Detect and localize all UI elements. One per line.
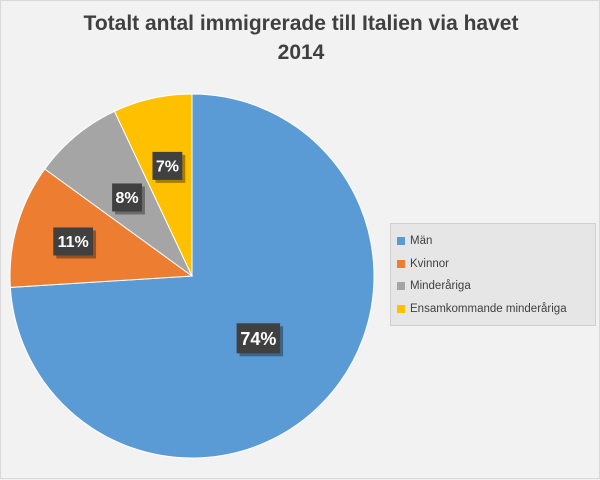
data-label-text: 74% bbox=[240, 329, 276, 349]
data-label-text: 11% bbox=[58, 234, 89, 251]
data-label: 7% bbox=[152, 151, 186, 183]
legend-item-ensamkommande: Ensamkommande minderåriga bbox=[397, 298, 595, 321]
legend-label: Ensamkommande minderåriga bbox=[410, 302, 567, 315]
data-label-text: 8% bbox=[115, 190, 138, 207]
data-label: 74% bbox=[236, 323, 284, 357]
chart-title-line-2: 2014 bbox=[277, 41, 325, 64]
slice-ensamkommande bbox=[113, 93, 193, 277]
data-label: 8% bbox=[112, 183, 145, 215]
chart-title-line-1: Totalt antal immigrerade till Italien vi… bbox=[83, 12, 519, 35]
data-label-box bbox=[53, 227, 94, 256]
legend-swatch bbox=[397, 282, 405, 291]
data-label-box bbox=[152, 151, 183, 180]
chart-legend: Män Kvinnor Minderåriga Ensamkommande mi… bbox=[390, 223, 596, 326]
legend-item-minderariga: Minderåriga bbox=[397, 275, 595, 298]
legend-swatch bbox=[397, 259, 405, 268]
legend-label: Minderåriga bbox=[410, 280, 471, 293]
legend-item-kvinnor: Kvinnor bbox=[397, 253, 595, 276]
legend-label: Män bbox=[410, 235, 433, 248]
data-label: 11% bbox=[53, 227, 97, 259]
legend-swatch bbox=[397, 304, 405, 313]
legend-swatch bbox=[397, 237, 405, 246]
slice-kvinnor bbox=[9, 168, 194, 288]
data-label-box bbox=[112, 183, 142, 212]
chart-title: Totalt antal immigrerade till Italien vi… bbox=[1, 9, 600, 67]
legend-label: Kvinnor bbox=[410, 257, 449, 270]
data-label-text: 7% bbox=[156, 159, 179, 176]
data-label-box bbox=[236, 323, 281, 354]
legend-item-man: Män bbox=[397, 230, 595, 253]
